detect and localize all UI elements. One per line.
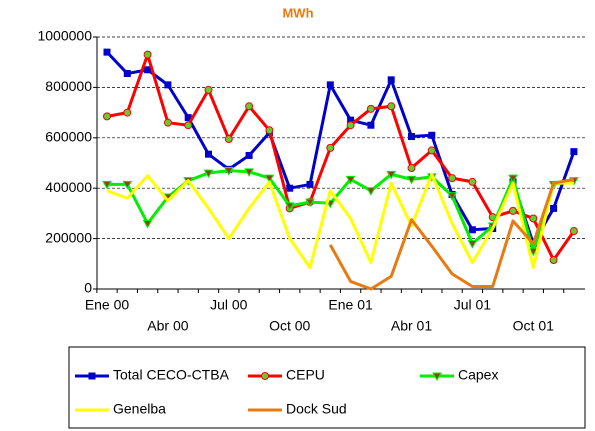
point-marker <box>102 180 112 190</box>
point-marker <box>144 66 152 74</box>
point-marker <box>467 240 478 249</box>
legend-label: Total CECO-CTBA <box>113 367 230 383</box>
point-marker <box>569 227 578 236</box>
point-marker <box>123 70 131 78</box>
point-marker <box>245 151 253 159</box>
x-tick-label: Oct 01 <box>513 318 554 334</box>
point-marker <box>223 167 234 176</box>
point-marker <box>184 114 192 122</box>
point-marker <box>326 81 334 89</box>
series-line <box>106 53 576 262</box>
x-tick-label: Ene 01 <box>328 297 373 313</box>
x-tick-label: Jul 00 <box>210 297 248 313</box>
series-line <box>107 169 575 253</box>
point-marker <box>123 108 132 117</box>
point-marker <box>386 170 397 180</box>
point-marker <box>406 175 417 185</box>
point-marker <box>366 104 375 113</box>
x-tick-label: Abr 00 <box>147 318 188 334</box>
point-marker <box>346 121 355 130</box>
x-tick-label: Jul 01 <box>454 297 492 313</box>
point-marker <box>103 48 111 56</box>
point-marker <box>224 135 233 144</box>
x-tick-label: Ene 00 <box>85 297 130 313</box>
point-marker <box>407 164 416 173</box>
x-tick-label: Abr 01 <box>391 318 432 334</box>
point-marker <box>143 50 152 59</box>
point-marker <box>468 226 476 234</box>
chart-subtitle: MWh <box>282 5 313 20</box>
legend-label: CEPU <box>286 367 325 383</box>
y-tick-label: 600000 <box>45 129 92 145</box>
point-marker <box>508 174 518 184</box>
legend-marker <box>261 372 269 380</box>
point-marker <box>265 126 274 135</box>
point-marker <box>103 112 111 121</box>
point-marker <box>245 102 254 111</box>
point-marker <box>428 131 436 139</box>
point-marker <box>286 184 294 192</box>
point-marker <box>184 121 193 130</box>
legend-marker <box>432 372 442 382</box>
y-tick-label: 400000 <box>45 179 92 195</box>
point-marker <box>408 133 415 141</box>
legend-label: Capex <box>458 367 498 383</box>
point-marker <box>387 76 395 84</box>
y-tick-label: 800000 <box>45 78 92 94</box>
point-marker <box>367 121 375 129</box>
point-marker <box>205 150 212 158</box>
point-marker <box>203 169 214 179</box>
legend-label: Dock Sud <box>286 401 347 417</box>
point-marker <box>549 256 558 265</box>
point-marker <box>347 116 355 124</box>
point-marker <box>163 118 172 127</box>
point-marker <box>306 180 314 188</box>
legend-box <box>68 346 586 429</box>
point-marker <box>142 219 153 229</box>
series-line <box>106 172 574 270</box>
point-marker <box>244 168 254 177</box>
point-marker <box>164 81 172 89</box>
point-marker <box>427 146 436 155</box>
point-marker <box>345 175 356 185</box>
point-marker <box>447 192 457 201</box>
legend-label: Genelba <box>113 401 166 417</box>
y-tick-label: 200000 <box>45 229 92 245</box>
point-marker <box>284 202 295 211</box>
point-marker <box>387 102 396 111</box>
y-tick-label: 1000000 <box>37 28 92 44</box>
point-marker <box>570 148 578 156</box>
point-marker <box>448 174 457 183</box>
legend-marker <box>88 372 96 380</box>
series-line <box>328 177 575 291</box>
point-marker <box>204 85 213 94</box>
point-marker <box>326 143 335 152</box>
point-marker <box>122 180 133 190</box>
point-marker <box>529 214 538 223</box>
point-marker <box>305 198 315 208</box>
point-marker <box>509 206 517 215</box>
point-marker <box>468 177 477 186</box>
point-marker <box>528 247 539 257</box>
x-tick-label: Oct 00 <box>269 318 310 334</box>
y-tick-label: 0 <box>84 280 92 296</box>
point-marker <box>366 187 376 196</box>
point-marker <box>264 174 275 184</box>
point-marker <box>550 204 558 212</box>
